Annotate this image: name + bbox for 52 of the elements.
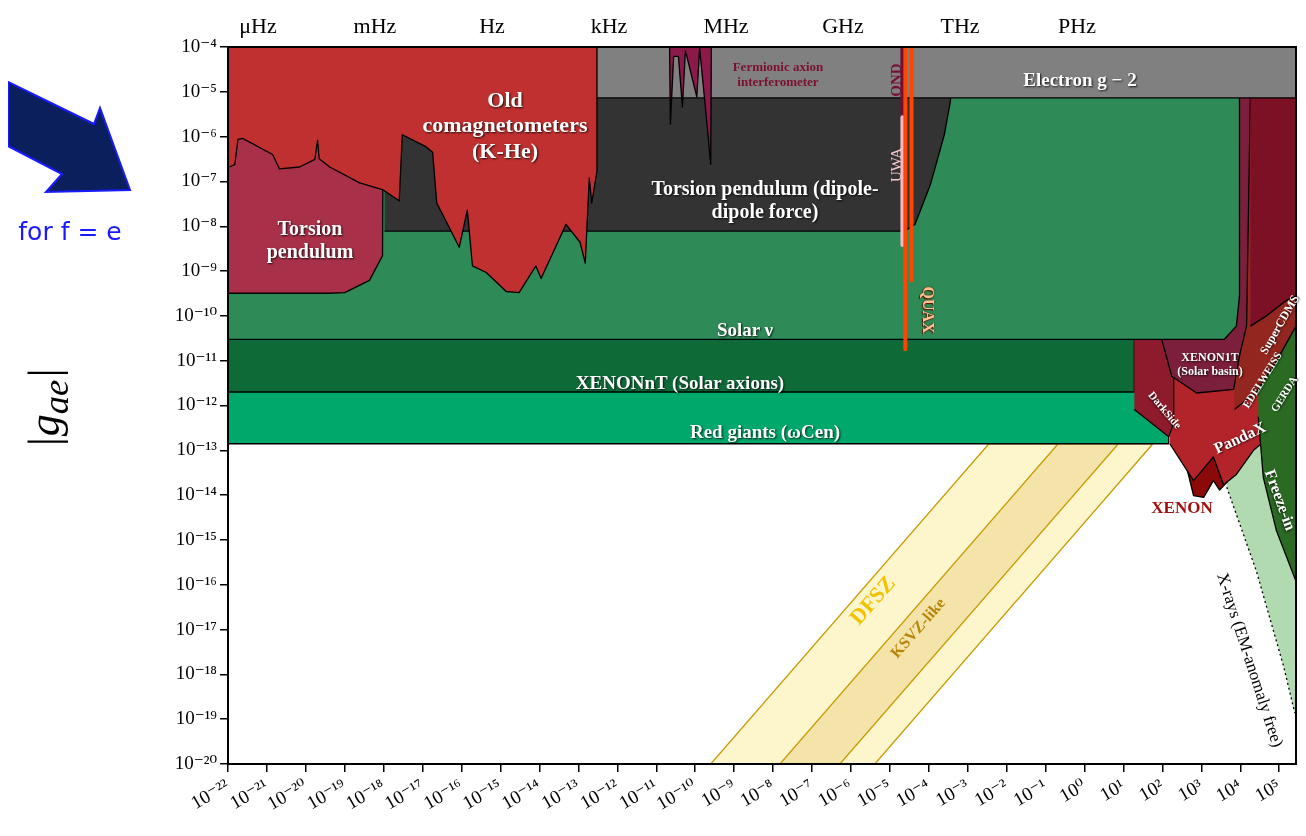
text: kHz <box>590 13 628 39</box>
annotation: Electron g − 2 <box>1023 69 1137 91</box>
y-tick-label: 10⁻¹² <box>176 393 218 415</box>
y-tick-label: 10⁻¹⁹ <box>175 707 218 729</box>
x-tick-label: 10⁻⁹ <box>697 774 739 811</box>
y-tick-label: 10⁻¹⁷ <box>175 617 217 639</box>
x-tick-label: 10⁻⁶ <box>814 774 856 811</box>
annotation: XENON1T (Solar basin) <box>1176 350 1243 378</box>
text: THz <box>940 13 980 39</box>
annotation: XENONnT (Solar axions) <box>575 372 785 394</box>
annotation: Red giants (ωCen) <box>689 421 841 443</box>
y-tick-label: 10⁻²⁰ <box>174 751 218 773</box>
y-tick-label: 10⁻¹⁵ <box>175 527 217 549</box>
x-tick-label: 10⁴ <box>1212 774 1246 806</box>
y-tick-label: 10⁻¹³ <box>176 438 218 460</box>
x-tick-label: 10³ <box>1173 774 1207 805</box>
x-tick-label: 10¹ <box>1096 774 1129 805</box>
y-tick-label: 10⁻⁶ <box>181 124 217 146</box>
x-tick-label: 10² <box>1135 774 1168 805</box>
annotation: Solar ν <box>716 319 774 341</box>
y-tick-label: 10⁻¹⁴ <box>175 483 218 505</box>
annotation: Torsion pendulum <box>265 217 355 263</box>
x-tick-label: 10⁻¹ <box>1009 774 1051 810</box>
x-tick-label: 10⁻³ <box>931 774 973 810</box>
x-tick-label: 10⁻⁸ <box>736 774 778 811</box>
text: PHz <box>1058 13 1096 39</box>
y-tick-label: 10⁻⁸ <box>181 214 217 236</box>
x-tick-label: 10⁻⁷ <box>775 774 817 811</box>
x-tick-label: 10⁰ <box>1055 774 1090 806</box>
y-tick-label: 10⁻¹⁶ <box>175 572 217 594</box>
x-tick-label: 10⁵ <box>1251 774 1284 806</box>
annotation: QUAX <box>919 286 938 334</box>
annotation: XENON <box>1151 498 1213 518</box>
y-tick-label: 10⁻¹⁸ <box>175 662 217 684</box>
annotation: Fermionic axion interferometer <box>731 59 825 90</box>
text: GHz <box>822 13 864 39</box>
text: for f = e <box>18 216 122 247</box>
annotation: QND <box>888 63 906 97</box>
text: Hz <box>479 13 505 39</box>
y-tick-label: 10⁻¹⁰ <box>174 303 218 325</box>
y-tick-label: 10⁻¹¹ <box>176 348 218 370</box>
y-tick-label: 10⁻⁷ <box>181 169 217 191</box>
text: MHz <box>703 13 749 39</box>
annotation: UWA <box>888 147 906 183</box>
y-tick-label: 10⁻⁹ <box>181 259 218 281</box>
x-tick-label: 10⁻² <box>970 774 1012 810</box>
y-tick-label: 10⁻⁵ <box>181 79 217 101</box>
text: mHz <box>353 13 397 39</box>
y-tick-label: 10⁻⁴ <box>181 34 218 56</box>
text: μHz <box>239 13 277 39</box>
annotation: Old comagnetometers (K-He) <box>421 87 589 163</box>
annotation: Torsion pendulum (dipole-dipole force) <box>650 177 880 223</box>
